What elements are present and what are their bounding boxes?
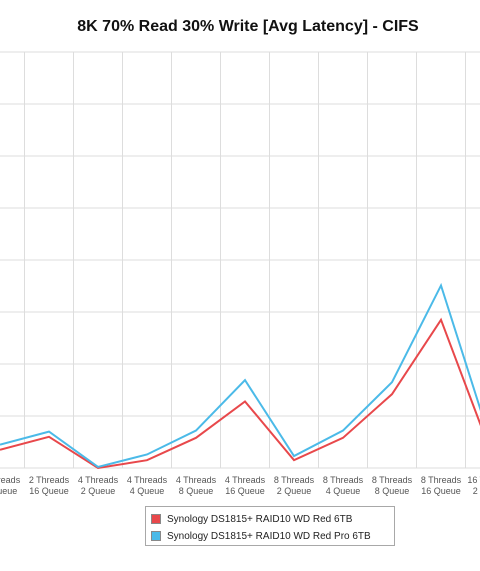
series-line-2 (0, 282, 480, 469)
legend-label-series-2: Synology DS1815+ RAID10 WD Red Pro 6TB (167, 530, 371, 542)
legend-swatch-series-2 (151, 531, 161, 541)
x-tick-label: 4 Threads 4 Queue (127, 475, 168, 496)
x-tick-label: 2 Threads 16 Queue (29, 475, 70, 496)
series-lines (0, 282, 480, 470)
x-tick-label: 4 Threads 16 Queue (225, 475, 266, 496)
legend: Synology DS1815+ RAID10 WD Red 6TB Synol… (145, 506, 395, 546)
x-tick-label: 8 Threads 4 Queue (323, 475, 364, 496)
x-tick-label: 4 Threads 2 Queue (78, 475, 119, 496)
legend-item-series-2[interactable]: Synology DS1815+ RAID10 WD Red Pro 6TB (151, 529, 371, 543)
series-line-1 (0, 317, 480, 470)
x-tick-label: 4 Threads 8 Queue (176, 475, 217, 496)
chart-title: 8K 70% Read 30% Write [Avg Latency] - CI… (77, 18, 419, 35)
legend-item-series-1[interactable]: Synology DS1815+ RAID10 WD Red 6TB (151, 512, 352, 526)
grid (0, 51, 480, 469)
x-tick-label: 8 Threads 2 Queue (274, 475, 315, 496)
legend-swatch-series-1 (151, 514, 161, 524)
legend-label-series-1: Synology DS1815+ RAID10 WD Red 6TB (167, 513, 353, 525)
x-tick-label: 8 Threads 16 Queue (421, 475, 462, 496)
x-tick-label: 8 Threads 8 Queue (372, 475, 413, 496)
